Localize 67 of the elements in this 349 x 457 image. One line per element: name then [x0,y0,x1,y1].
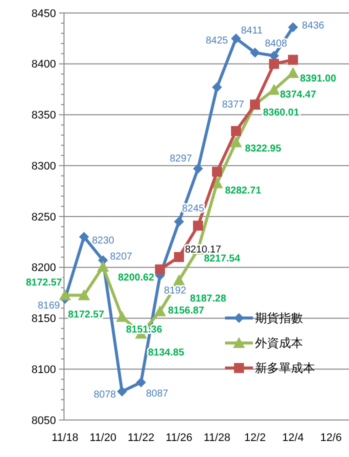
data-label: 8425 [206,36,228,46]
point [154,305,166,316]
y-tick-label: 8200 [32,262,56,274]
data-label: 8297 [170,154,192,164]
point [250,48,260,58]
data-label: 8436 [302,20,325,32]
data-label: 8172.57 [68,310,105,320]
point [174,252,184,262]
point [116,310,128,322]
point [193,220,203,231]
point [288,54,298,65]
x-tick-label: 11/18 [52,432,78,444]
point [155,264,165,274]
y-tick-label: 8050 [32,414,56,427]
data-label: 8187.28 [190,294,227,304]
data-label: 8169 [38,300,60,312]
point [288,22,298,32]
data-label: 8134.85 [148,348,185,358]
point [117,386,127,397]
data-label: 8391.00 [300,74,337,84]
point [212,82,222,92]
legend-label: 新多單成本 [255,361,315,376]
x-tick-label: 12/4 [282,432,304,444]
data-label: 8156.87 [168,306,205,316]
y-tick-label: 8350 [32,110,56,122]
point [193,164,203,174]
point [78,289,90,300]
data-label: 8377 [222,100,245,110]
y-tick-label: 8300 [32,160,56,172]
data-label: 8282.71 [225,186,262,196]
y-tick-label: 8150 [32,313,56,326]
x-tick-label: 11/28 [204,432,230,444]
data-label: 8322.95 [245,144,282,154]
x-tick-label: 12/2 [244,432,266,444]
legend-label: 期貨指數 [255,311,303,326]
point [59,289,71,300]
point [79,232,89,242]
data-label: 8374.47 [280,90,317,100]
point [230,136,242,148]
point [268,84,280,95]
y-tick-label: 8450 [32,8,56,20]
y-tick-label: 8400 [32,58,56,71]
data-label: 8207 [110,252,133,262]
point [287,67,299,78]
data-label: 8087 [146,388,169,400]
point [231,33,241,44]
x-tick-label: 11/26 [166,432,192,444]
point [97,260,109,272]
data-label: 8217.54 [204,254,241,264]
data-label: 8411 [241,26,263,36]
point [212,166,222,177]
y-tick-label: 8100 [32,364,56,376]
data-label: 8360.01 [263,108,300,118]
legend-label: 外資成本 [255,336,303,350]
x-tick-label: 12/6 [320,432,342,444]
x-tick-label: 11/22 [128,432,154,444]
data-label: 8200.62 [118,272,155,284]
y-tick-label: 8250 [32,211,56,224]
point [173,274,185,286]
point [269,58,279,69]
point [136,377,146,388]
data-label: 8078 [94,390,116,400]
data-label: 8172.57 [26,278,62,288]
data-label: 8230 [92,236,115,246]
point [174,216,184,227]
x-tick-label: 11/20 [90,432,116,444]
point [231,126,241,136]
